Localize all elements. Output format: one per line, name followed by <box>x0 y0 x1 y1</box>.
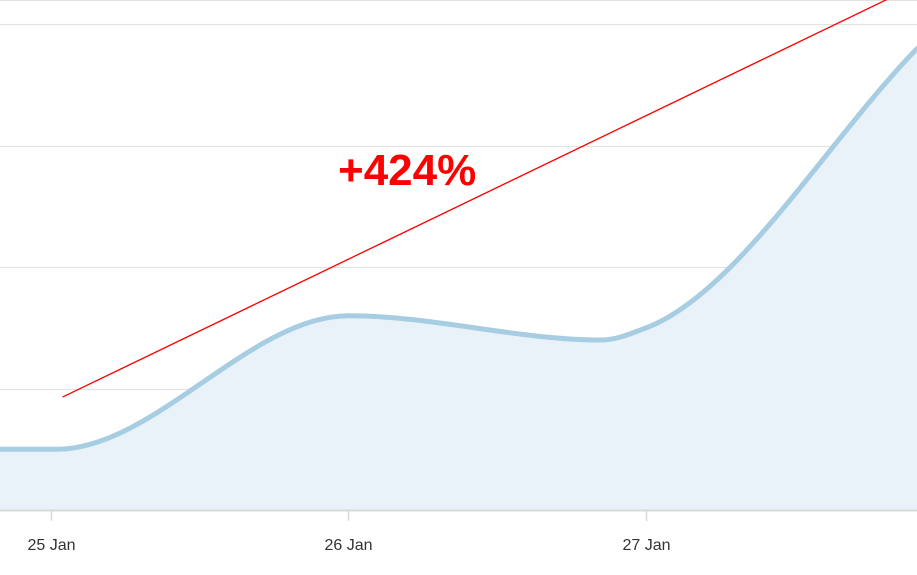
x-tick-label: 27 Jan <box>622 537 670 554</box>
growth-percentage-label: +424% <box>338 146 476 195</box>
x-tick-label: 26 Jan <box>324 537 372 554</box>
growth-annotation: +424% <box>62 0 888 398</box>
series-area-fill <box>0 48 917 510</box>
x-axis: 25 Jan 26 Jan 27 Jan <box>0 509 917 554</box>
series-area <box>0 46 917 510</box>
series-line[interactable] <box>0 46 917 452</box>
growth-arrow <box>62 0 888 398</box>
x-tick-label: 25 Jan <box>27 537 75 554</box>
